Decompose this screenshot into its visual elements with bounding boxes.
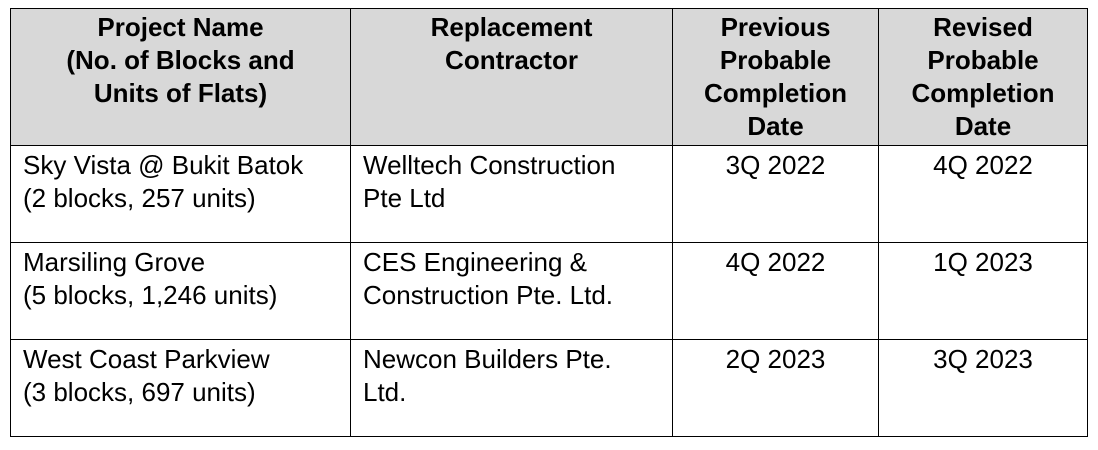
project-blocks-units: (2 blocks, 257 units) xyxy=(23,183,256,213)
table-row: Marsiling Grove (5 blocks, 1,246 units) … xyxy=(10,242,1088,340)
contractor-cell: Welltech Construction Pte Ltd xyxy=(350,145,673,243)
header-line: Units of Flats) xyxy=(93,78,268,108)
contractor-cell: Newcon Builders Pte. Ltd. xyxy=(350,339,673,437)
header-line: Project Name xyxy=(97,12,264,42)
header-replacement-contractor: Replacement Contractor xyxy=(350,8,673,146)
header-line: Probable xyxy=(927,45,1039,75)
project-blocks-units: (3 blocks, 697 units) xyxy=(23,377,256,407)
project-blocks-units: (5 blocks, 1,246 units) xyxy=(23,280,278,310)
project-cell: Marsiling Grove (5 blocks, 1,246 units) xyxy=(10,242,351,340)
project-cell: West Coast Parkview (3 blocks, 697 units… xyxy=(10,339,351,437)
project-cell: Sky Vista @ Bukit Batok (2 blocks, 257 u… xyxy=(10,145,351,243)
header-line: Replacement xyxy=(430,12,593,42)
contractor-name: CES Engineering & Construction Pte. Ltd. xyxy=(363,247,614,310)
table-header: Project Name (No. of Blocks and Units of… xyxy=(10,8,1088,146)
project-name: Sky Vista @ Bukit Batok xyxy=(23,150,304,180)
revised-date-cell: 3Q 2023 xyxy=(878,339,1088,437)
header-line: Previous xyxy=(720,12,831,42)
header-project-name: Project Name (No. of Blocks and Units of… xyxy=(10,8,351,146)
table-row: West Coast Parkview (3 blocks, 697 units… xyxy=(10,339,1088,437)
header-previous-completion-date: Previous Probable Completion Date xyxy=(672,8,879,146)
revised-date-cell: 1Q 2023 xyxy=(878,242,1088,340)
header-line: Date xyxy=(747,111,804,141)
table-row: Sky Vista @ Bukit Batok (2 blocks, 257 u… xyxy=(10,145,1088,243)
previous-date-cell: 4Q 2022 xyxy=(672,242,879,340)
header-line: Contractor xyxy=(445,45,578,75)
contractor-cell: CES Engineering & Construction Pte. Ltd. xyxy=(350,242,673,340)
header-line: Probable xyxy=(719,45,832,75)
header-line: (No. of Blocks and xyxy=(66,45,295,75)
project-name: West Coast Parkview xyxy=(23,344,270,374)
header-revised-completion-date: Revised Probable Completion Date xyxy=(878,8,1088,146)
previous-date-cell: 3Q 2022 xyxy=(672,145,879,243)
previous-date-cell: 2Q 2023 xyxy=(672,339,879,437)
project-completion-table: Project Name (No. of Blocks and Units of… xyxy=(10,8,1088,437)
header-line: Date xyxy=(954,111,1012,141)
revised-date-cell: 4Q 2022 xyxy=(878,145,1088,243)
header-line: Revised xyxy=(933,12,1033,42)
contractor-name: Newcon Builders Pte. Ltd. xyxy=(363,344,612,407)
contractor-name: Welltech Construction Pte Ltd xyxy=(363,150,616,213)
header-row: Project Name (No. of Blocks and Units of… xyxy=(10,8,1088,146)
header-line: Completion xyxy=(704,78,847,108)
header-line: Completion xyxy=(911,78,1055,108)
project-name: Marsiling Grove xyxy=(23,247,206,277)
table-body: Sky Vista @ Bukit Batok (2 blocks, 257 u… xyxy=(10,145,1088,437)
